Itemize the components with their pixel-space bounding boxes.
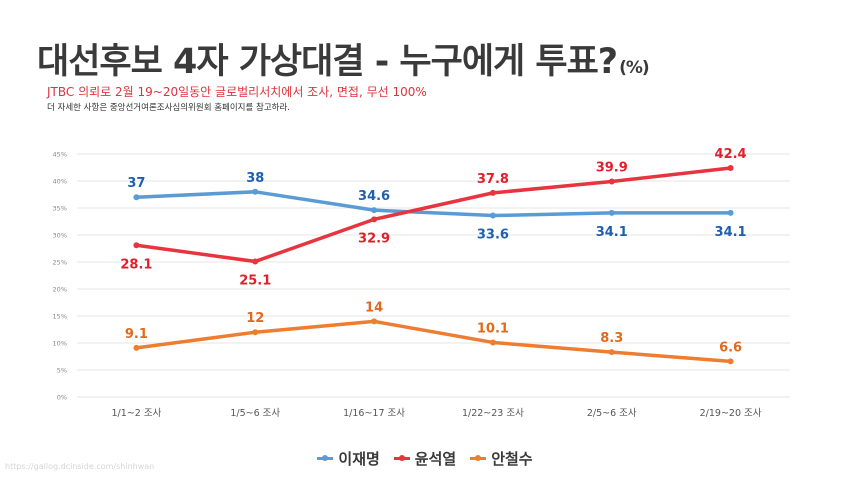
data-label: 6.6 <box>719 340 742 355</box>
data-label: 37.8 <box>477 172 509 187</box>
y-tick-label: 20% <box>53 286 67 294</box>
legend-item: 안철수 <box>470 448 533 469</box>
legend-label: 안철수 <box>491 450 533 468</box>
y-tick-label: 0% <box>57 394 67 402</box>
series-line-윤석열 <box>134 166 733 264</box>
data-point <box>489 339 496 346</box>
data-label: 42.4 <box>715 147 747 162</box>
data-point <box>252 258 259 265</box>
data-point <box>489 212 496 219</box>
y-tick-label: 35% <box>53 205 67 213</box>
legend-line-marker-icon <box>470 455 487 461</box>
chart-subtitle: JTBC 의뢰로 2월 19~20일동안 글로벌리서치에서 조사, 면접, 무선… <box>47 85 427 99</box>
y-tick-label: 40% <box>53 178 67 186</box>
y-tick-label: 5% <box>57 367 67 375</box>
data-point <box>608 209 615 216</box>
chart-note: 더 자세한 사항은 중앙선거여론조사심의위원회 홈페이지를 참고하라. <box>47 103 290 113</box>
data-label: 28.1 <box>120 257 152 272</box>
data-point <box>371 207 378 214</box>
data-label: 9.1 <box>125 327 148 342</box>
data-label: 34.6 <box>358 189 390 204</box>
data-point <box>727 209 734 216</box>
x-tick-label: 1/16~17 조사 <box>343 408 405 419</box>
data-point <box>371 216 378 223</box>
y-tick-label: 30% <box>53 232 67 240</box>
legend-item: 이재명 <box>317 448 380 469</box>
chart-title: 대선후보 4자 가상대결 - 누구에게 투표? (%) <box>37 33 650 84</box>
data-point <box>489 189 496 196</box>
data-label: 37 <box>127 176 145 191</box>
data-label: 8.3 <box>600 331 623 346</box>
data-point <box>727 358 734 365</box>
data-point <box>608 178 615 185</box>
data-point <box>727 165 734 172</box>
y-tick-label: 25% <box>53 259 67 267</box>
y-tick-label: 15% <box>53 313 67 321</box>
watermark: https://gallog.dcinside.com/shinhwan <box>5 462 155 471</box>
data-point <box>608 349 615 356</box>
data-point <box>133 242 140 249</box>
x-tick-label: 1/1~2 조사 <box>112 408 162 419</box>
chart-title-text: 대선후보 4자 가상대결 - 누구에게 투표? <box>37 42 618 82</box>
data-label: 39.9 <box>596 161 628 176</box>
x-tick-label: 2/5~6 조사 <box>587 408 637 419</box>
data-label: 14 <box>365 300 383 315</box>
data-point <box>133 194 140 201</box>
x-tick-label: 2/19~20 조사 <box>700 408 762 419</box>
legend-item: 윤석열 <box>393 448 457 469</box>
legend-label: 이재명 <box>338 450 380 468</box>
data-label: 34.1 <box>715 225 747 240</box>
data-label: 32.9 <box>358 231 390 246</box>
x-tick-label: 1/5~6 조사 <box>230 408 280 419</box>
legend-line-marker-icon <box>317 455 334 461</box>
x-tick-label: 1/22~23 조사 <box>462 408 524 419</box>
y-tick-label: 45% <box>53 151 67 159</box>
legend-line-marker-icon <box>393 455 410 461</box>
y-tick-label: 10% <box>53 340 67 348</box>
legend-label: 윤석열 <box>414 450 457 468</box>
data-point <box>371 318 378 325</box>
data-point <box>133 344 140 351</box>
data-point <box>252 188 259 195</box>
data-label: 33.6 <box>477 228 509 243</box>
data-label: 25.1 <box>239 273 271 288</box>
data-label: 34.1 <box>596 225 628 240</box>
data-label: 38 <box>246 171 264 186</box>
series-line-이재명 <box>134 190 733 218</box>
data-label: 10.1 <box>477 321 509 336</box>
data-point <box>252 329 259 336</box>
series-line-안철수 <box>134 319 733 364</box>
chart-title-unit: (%) <box>619 58 650 78</box>
data-label: 12 <box>246 311 264 326</box>
legend: 이재명 윤석열 안철수 <box>0 448 850 469</box>
